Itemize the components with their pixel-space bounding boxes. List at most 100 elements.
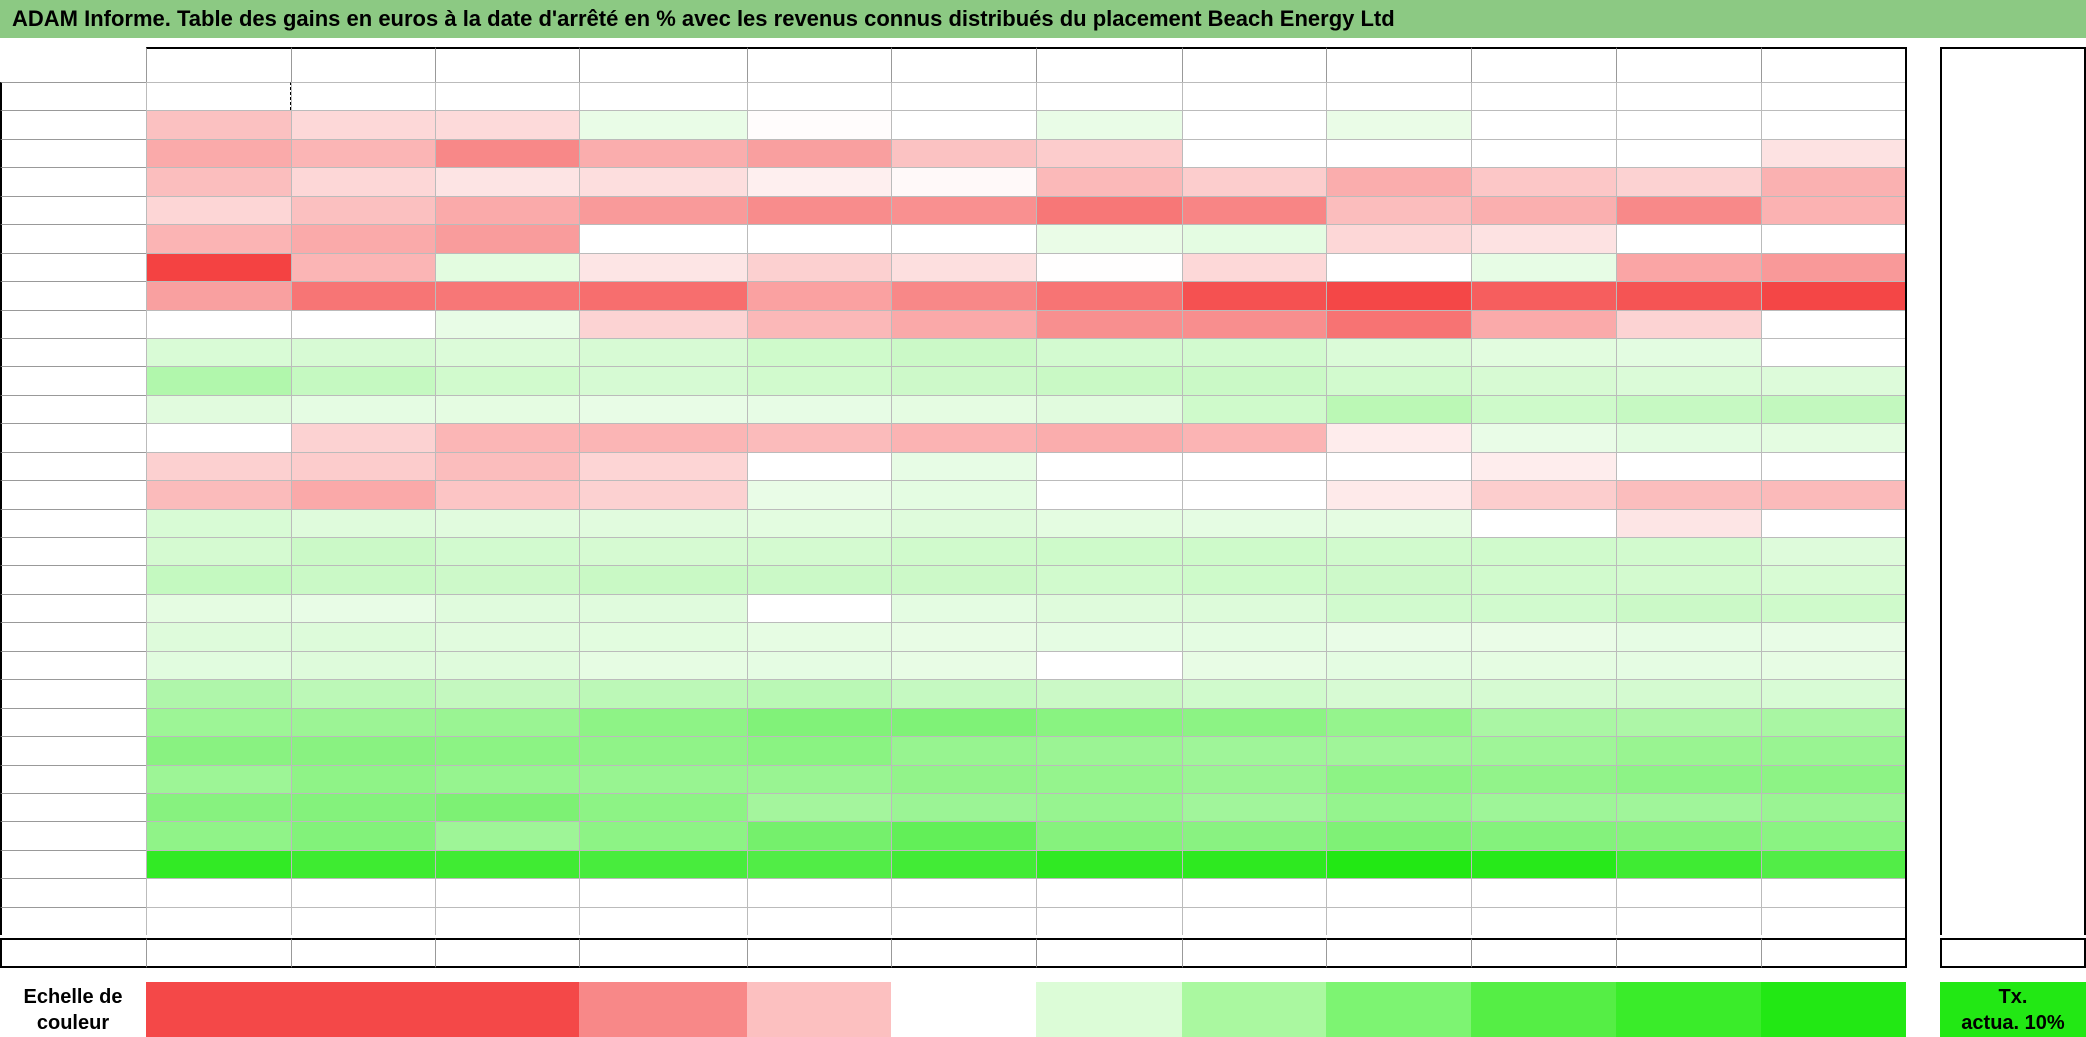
value-cell — [1616, 395, 1761, 423]
year-label — [0, 480, 146, 509]
value-cell — [1326, 765, 1471, 793]
value-cell — [579, 736, 747, 765]
value-cell — [1182, 793, 1326, 821]
value-cell — [146, 110, 291, 139]
value-cell — [891, 679, 1036, 708]
value-cell — [1326, 651, 1471, 679]
value-cell — [579, 878, 747, 907]
value-cell — [1036, 224, 1182, 253]
value-cell — [747, 821, 891, 850]
annual-cell — [1940, 907, 2086, 935]
value-cell — [1326, 708, 1471, 736]
value-cell — [747, 110, 891, 139]
value-cell — [1182, 281, 1326, 310]
value-cell — [1326, 736, 1471, 765]
value-cell — [1036, 82, 1182, 110]
annual-cell — [1940, 651, 2086, 679]
year-label — [0, 310, 146, 338]
value-cell — [1326, 366, 1471, 395]
value-cell — [1616, 366, 1761, 395]
value-cell — [579, 281, 747, 310]
value-cell — [891, 224, 1036, 253]
value-cell — [1761, 224, 1906, 253]
value-cell — [435, 423, 579, 452]
value-cell — [1326, 110, 1471, 139]
value-cell — [891, 480, 1036, 509]
value-cell — [1471, 907, 1616, 935]
legend-swatch — [1761, 982, 1906, 1037]
value-cell — [1326, 509, 1471, 537]
legend-swatch — [435, 982, 579, 1037]
value-cell — [1326, 679, 1471, 708]
year-label — [0, 139, 146, 167]
month-header — [1182, 47, 1326, 82]
annual-cell — [1940, 765, 2086, 793]
value-cell — [1471, 736, 1616, 765]
value-cell — [747, 679, 891, 708]
value-cell — [1471, 850, 1616, 878]
value-cell — [1471, 878, 1616, 907]
value-cell — [1761, 480, 1906, 509]
value-cell — [1616, 224, 1761, 253]
value-cell — [579, 622, 747, 651]
value-cell — [1326, 310, 1471, 338]
value-cell — [1182, 167, 1326, 196]
value-cell — [1182, 679, 1326, 708]
year-label — [0, 395, 146, 423]
value-cell — [1761, 622, 1906, 651]
value-cell — [1182, 736, 1326, 765]
value-cell — [1326, 281, 1471, 310]
footer-cell — [579, 938, 747, 968]
value-cell — [1761, 196, 1906, 224]
year-label — [0, 338, 146, 366]
value-cell — [747, 139, 891, 167]
value-cell — [1471, 537, 1616, 565]
value-cell — [1182, 821, 1326, 850]
value-cell — [1616, 139, 1761, 167]
value-cell — [291, 338, 435, 366]
value-cell — [435, 338, 579, 366]
year-label — [0, 565, 146, 594]
year-label — [0, 366, 146, 395]
annual-cell — [1940, 395, 2086, 423]
annual-cell — [1940, 110, 2086, 139]
month-header — [146, 47, 291, 82]
value-cell — [579, 765, 747, 793]
value-cell — [291, 907, 435, 935]
value-cell — [747, 338, 891, 366]
value-cell — [1471, 139, 1616, 167]
value-cell — [1036, 167, 1182, 196]
value-cell — [1616, 338, 1761, 366]
value-cell — [891, 708, 1036, 736]
value-cell — [1761, 793, 1906, 821]
annual-cell — [1940, 850, 2086, 878]
value-cell — [1326, 480, 1471, 509]
value-cell — [146, 793, 291, 821]
month-header — [1326, 47, 1471, 82]
month-header — [891, 47, 1036, 82]
annual-cell — [1940, 452, 2086, 480]
year-label — [0, 821, 146, 850]
value-cell — [1182, 253, 1326, 281]
value-cell — [1471, 821, 1616, 850]
value-cell — [1036, 821, 1182, 850]
value-cell — [1471, 565, 1616, 594]
value-cell — [1326, 338, 1471, 366]
value-cell — [1326, 167, 1471, 196]
value-cell — [1616, 878, 1761, 907]
value-cell — [146, 708, 291, 736]
value-cell — [435, 565, 579, 594]
value-cell — [1036, 850, 1182, 878]
value-cell — [579, 423, 747, 452]
year-label — [0, 651, 146, 679]
value-cell — [291, 423, 435, 452]
year-label — [0, 423, 146, 452]
value-cell — [435, 366, 579, 395]
legend-label-line1: Echelle de — [23, 986, 123, 1008]
value-cell — [1036, 480, 1182, 509]
value-cell — [146, 537, 291, 565]
value-cell — [291, 679, 435, 708]
value-cell — [291, 395, 435, 423]
value-cell — [891, 907, 1036, 935]
value-cell — [1182, 765, 1326, 793]
